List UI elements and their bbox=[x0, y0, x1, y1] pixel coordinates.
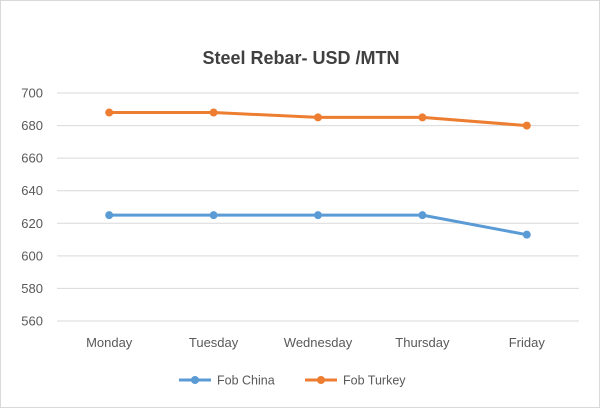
legend-item: Fob Turkey bbox=[305, 374, 406, 388]
legend-label: Fob Turkey bbox=[343, 374, 406, 388]
series-fob-turkey bbox=[105, 108, 531, 130]
x-axis-ticks: Monday Tuesday Wednesday Thursday Friday bbox=[86, 335, 545, 350]
series-lines bbox=[105, 108, 531, 239]
data-point bbox=[209, 211, 218, 220]
data-point bbox=[105, 108, 114, 117]
legend-marker bbox=[191, 376, 199, 384]
y-axis-ticks: 560 580 600 620 640 660 680 700 bbox=[21, 86, 43, 329]
x-tick-label: Wednesday bbox=[284, 335, 353, 350]
y-tick-label: 620 bbox=[21, 216, 43, 231]
legend: Fob China Fob Turkey bbox=[179, 374, 406, 388]
x-tick-label: Monday bbox=[86, 335, 133, 350]
data-point bbox=[418, 113, 427, 122]
x-tick-label: Thursday bbox=[395, 335, 450, 350]
legend-marker bbox=[317, 376, 325, 384]
data-point bbox=[522, 230, 531, 239]
data-point bbox=[522, 121, 531, 130]
x-tick-label: Friday bbox=[509, 335, 546, 350]
x-tick-label: Tuesday bbox=[189, 335, 239, 350]
chart-title: Steel Rebar- USD /MTN bbox=[202, 48, 399, 68]
y-tick-label: 660 bbox=[21, 151, 43, 166]
y-tick-label: 580 bbox=[21, 281, 43, 296]
data-point bbox=[105, 211, 114, 220]
data-point bbox=[418, 211, 427, 220]
series-fob-china bbox=[105, 211, 531, 239]
data-point bbox=[314, 211, 322, 220]
y-tick-label: 560 bbox=[21, 314, 43, 329]
grid-lines bbox=[57, 92, 579, 322]
legend-label: Fob China bbox=[217, 374, 275, 388]
data-point bbox=[209, 108, 218, 117]
y-tick-label: 700 bbox=[21, 86, 43, 101]
y-tick-label: 640 bbox=[21, 183, 43, 198]
y-tick-label: 600 bbox=[21, 248, 43, 263]
data-point bbox=[314, 113, 322, 122]
y-tick-label: 680 bbox=[21, 118, 43, 133]
legend-item: Fob China bbox=[179, 374, 275, 388]
